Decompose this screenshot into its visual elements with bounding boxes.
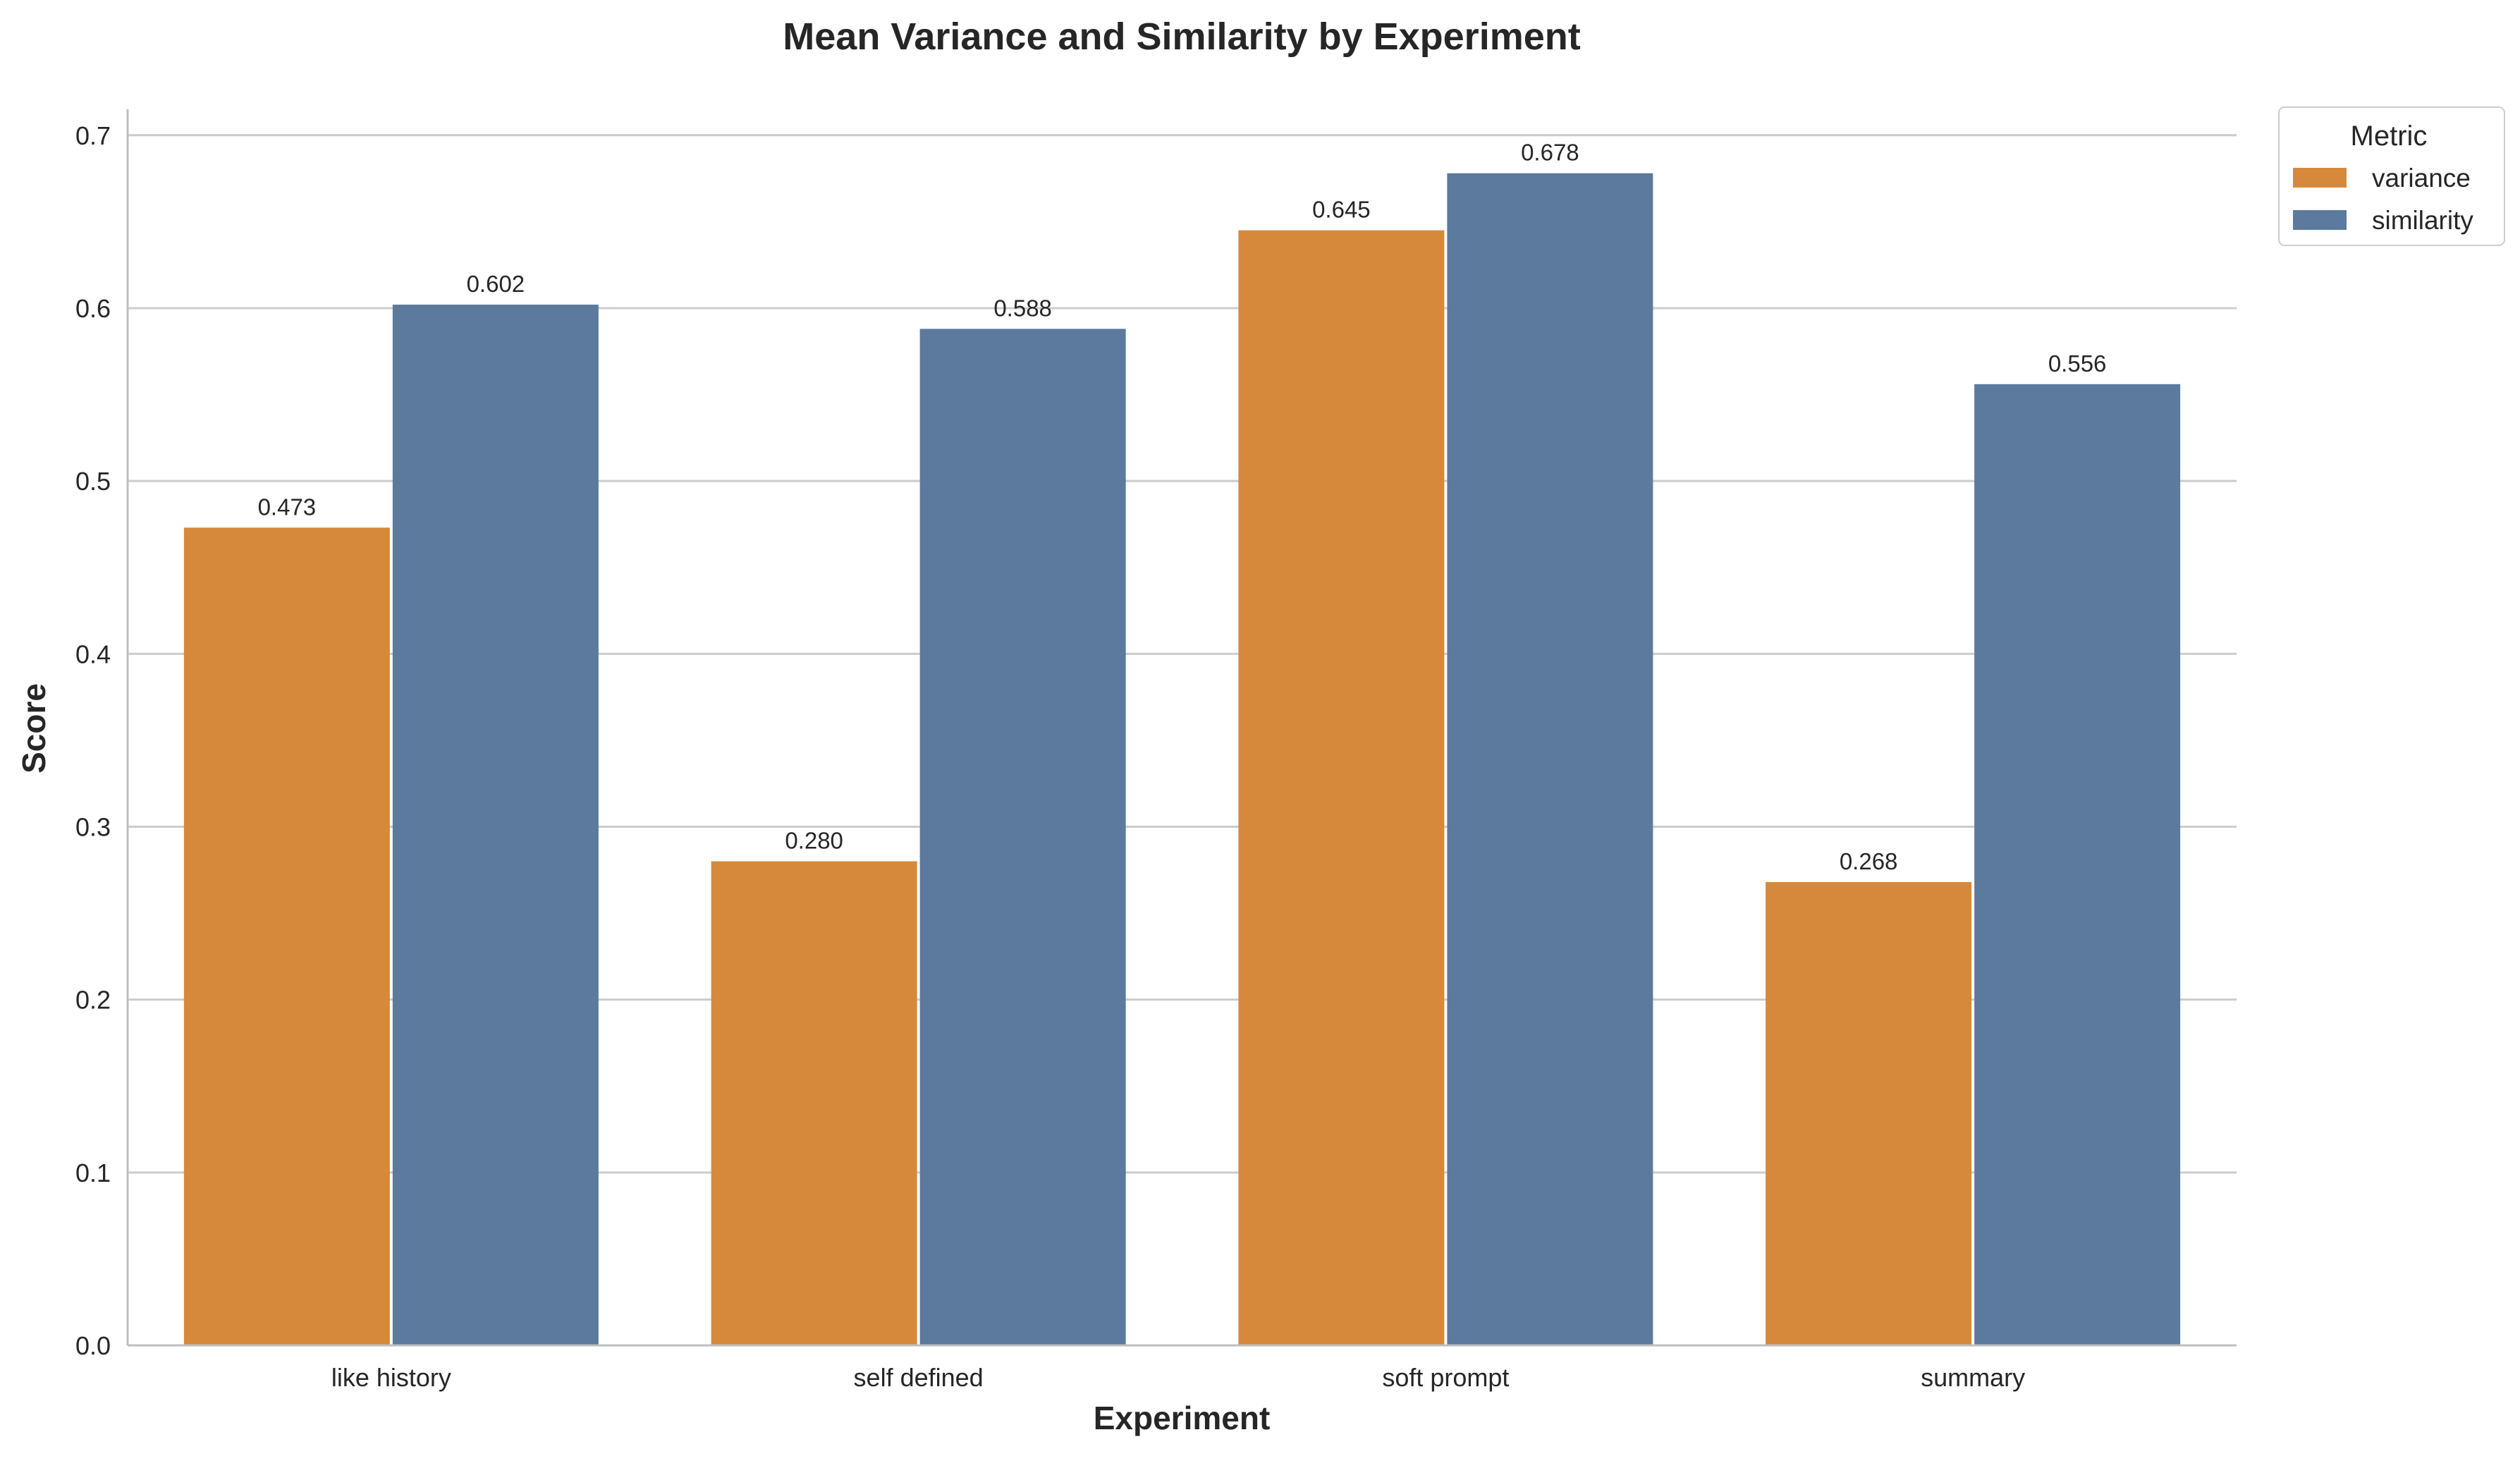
bar-similarity: [1447, 173, 1653, 1345]
bars: [183, 173, 2181, 1346]
legend-label-variance: variance: [2372, 164, 2471, 192]
x-tick-label: soft prompt: [1382, 1363, 1509, 1392]
y-tick-label: 0.4: [75, 640, 111, 668]
y-tick-label: 0.2: [75, 986, 111, 1015]
legend-title: Metric: [2351, 121, 2428, 152]
x-tick-label: summary: [1921, 1363, 2025, 1392]
legend-items: variance similarity: [2293, 164, 2473, 235]
y-tick-label: 0.7: [75, 121, 111, 150]
legend-label-similarity: similarity: [2372, 206, 2473, 235]
axes: [126, 109, 2237, 1347]
x-tick-label: like history: [331, 1363, 451, 1392]
y-ticks: 0.0 0.1 0.2 0.3 0.4 0.5 0.6 0.7: [75, 121, 111, 1360]
legend-swatch-similarity: [2293, 210, 2347, 230]
data-label-similarity: 0.678: [1521, 140, 1579, 166]
data-label-variance: 0.645: [1312, 197, 1371, 223]
data-label-similarity: 0.588: [993, 295, 1052, 321]
data-label-similarity: 0.602: [467, 271, 525, 297]
x-tick-label: self defined: [854, 1363, 984, 1392]
x-ticks: like history self defined soft prompt summa…: [331, 1363, 2025, 1392]
y-axis-label: Score: [16, 683, 52, 774]
bar-similarity: [1974, 384, 2181, 1346]
data-label-variance: 0.473: [258, 494, 317, 520]
legend: Metric variance similarity: [2278, 106, 2505, 246]
bar-variance: [711, 861, 917, 1345]
y-tick-label: 0.6: [75, 294, 111, 323]
y-tick-label: 0.1: [75, 1159, 111, 1187]
data-label-similarity: 0.556: [2048, 350, 2107, 377]
bar-variance: [1766, 881, 1972, 1345]
bar-similarity: [919, 329, 1126, 1345]
bar-similarity: [392, 305, 599, 1345]
y-tick-label: 0.3: [75, 812, 111, 841]
legend-swatch-variance: [2293, 168, 2347, 188]
chart-title: Mean Variance and Similarity by Experime…: [783, 16, 1580, 58]
data-label-variance: 0.268: [1840, 848, 1898, 874]
bar-variance: [1238, 230, 1445, 1346]
value-labels: 0.473 0.602 0.280 0.588 0.645 0.678 0.268 0.556: [258, 140, 2107, 874]
x-axis-label: Experiment: [1094, 1400, 1271, 1436]
y-tick-label: 0.5: [75, 467, 111, 496]
bar-variance: [183, 527, 390, 1346]
y-tick-label: 0.0: [75, 1331, 111, 1360]
data-label-variance: 0.280: [785, 828, 843, 854]
